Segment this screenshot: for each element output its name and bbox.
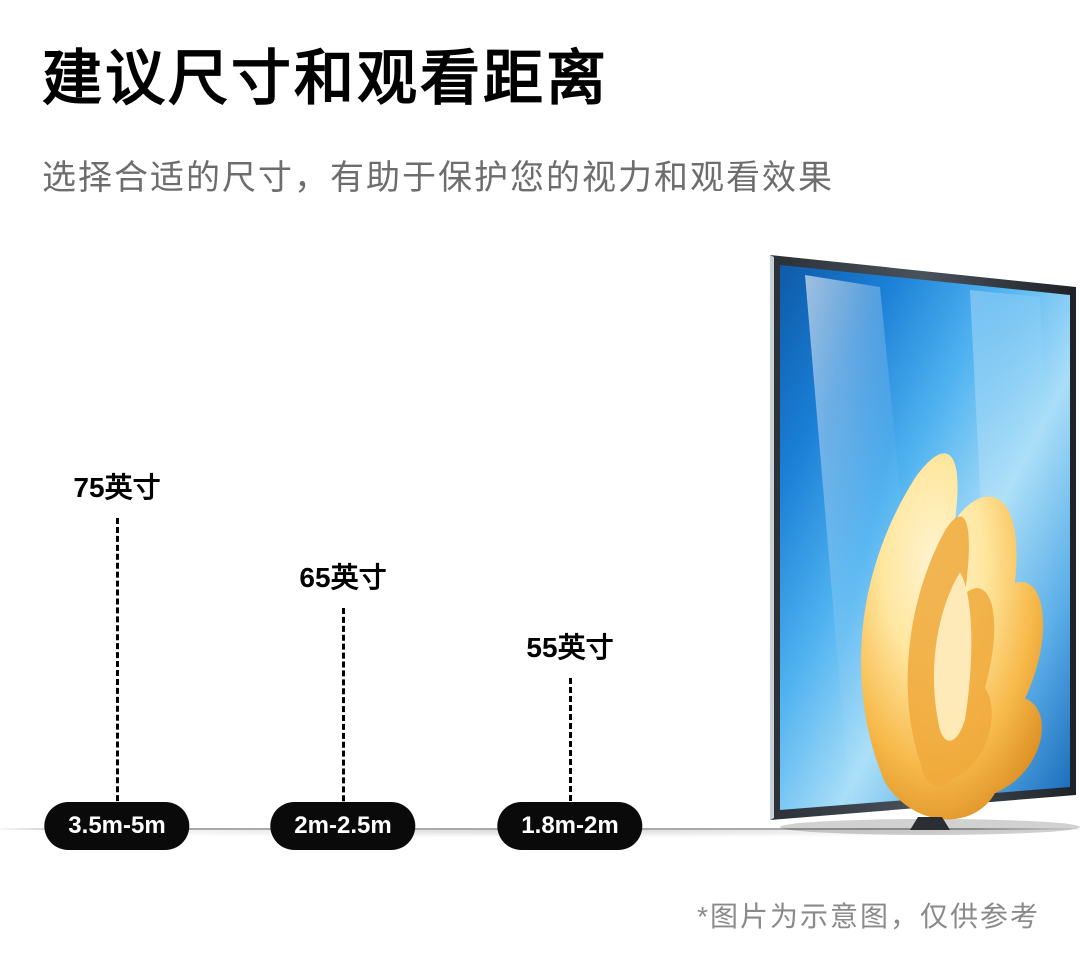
distance-marker: 65英寸2m-2.5m [263,556,423,828]
page-title: 建议尺寸和观看距离 [42,30,609,117]
distance-marker: 55英寸1.8m-2m [490,626,650,828]
distance-marker: 75英寸3.5m-5m [37,466,197,828]
size-label: 55英寸 [490,626,650,666]
disclaimer-text: *图片为示意图，仅供参考 [697,895,1040,935]
size-label: 75英寸 [37,466,197,506]
size-label: 65英寸 [263,556,423,596]
marker-dashed-line [116,518,119,828]
tv-illustration [740,235,1080,835]
distance-pill: 3.5m-5m [44,802,189,850]
page-subtitle: 选择合适的尺寸，有助于保护您的视力和观看效果 [42,150,834,199]
distance-pill: 1.8m-2m [497,802,642,850]
marker-dashed-line [342,608,345,828]
distance-pill: 2m-2.5m [270,802,415,850]
